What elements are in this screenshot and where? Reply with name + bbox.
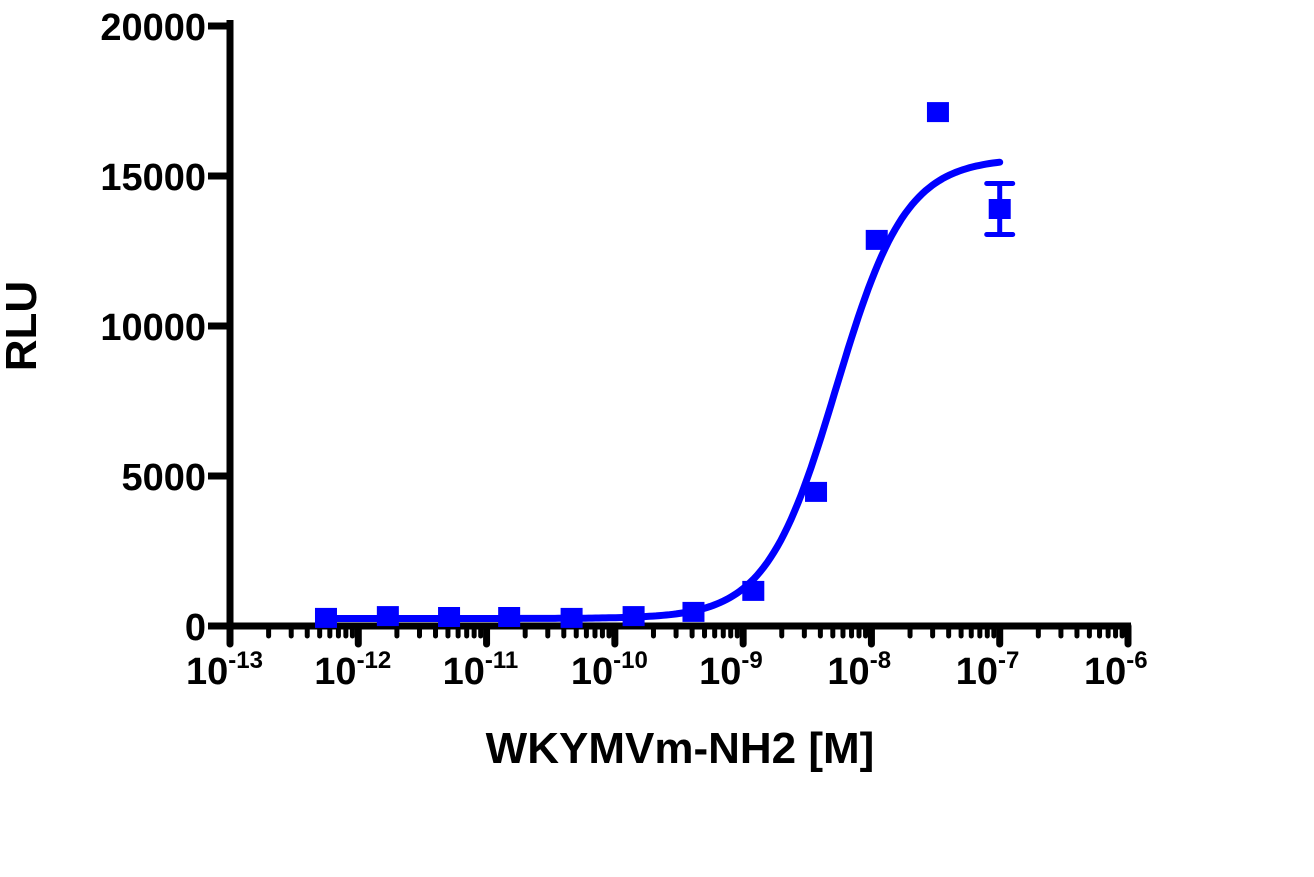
y-tick-label: 20000 [100, 7, 206, 49]
data-point [865, 229, 888, 250]
data-point [988, 199, 1011, 219]
y-tick-label: 0 [185, 607, 206, 649]
x-tick-label: 10-7 [956, 647, 1020, 693]
x-tick-label: 10-8 [827, 647, 891, 693]
data-point [926, 102, 949, 123]
data-point [498, 607, 521, 627]
data-point [438, 607, 461, 627]
data-point [376, 606, 399, 627]
data-point [742, 580, 765, 601]
x-axis-label: WKYMVm-NH2 [M] [486, 724, 875, 773]
x-tick-label: 10-6 [1084, 647, 1148, 693]
data-point [622, 606, 645, 627]
x-tick-label: 10-13 [186, 647, 263, 693]
y-tick-label: 15000 [100, 157, 206, 199]
y-tick-label: 5000 [121, 457, 206, 499]
x-tick-label: 10-9 [699, 647, 763, 693]
data-point [805, 481, 828, 502]
data-point [560, 607, 583, 628]
x-tick-label: 10-11 [443, 647, 519, 693]
y-axis-label: RLU [0, 281, 46, 371]
data-point [682, 601, 705, 622]
x-tick-label: 10-12 [314, 647, 391, 693]
x-tick-label: 10-10 [571, 647, 648, 693]
y-tick-label: 10000 [100, 307, 206, 349]
fit-curve [322, 158, 1004, 622]
data-point [314, 607, 337, 628]
